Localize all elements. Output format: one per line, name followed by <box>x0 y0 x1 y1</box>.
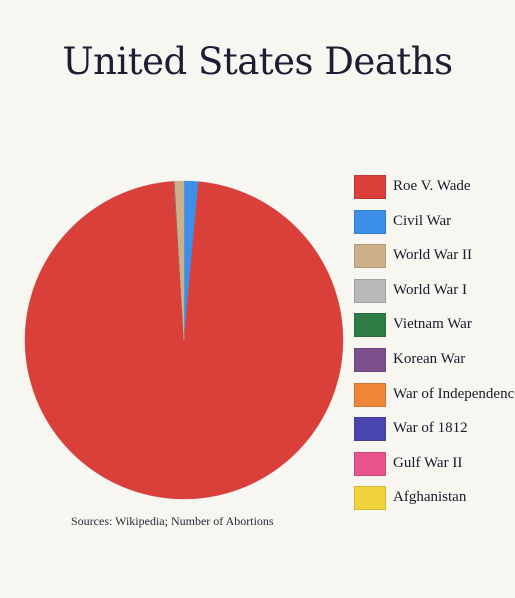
pie-slices <box>24 180 344 500</box>
legend-label: War of 1812 <box>393 420 468 437</box>
legend-label: World War I <box>393 281 467 298</box>
legend-label: Civil War <box>393 212 452 229</box>
legend-label: Korean War <box>393 350 466 367</box>
legend-swatch <box>354 382 386 407</box>
legend-label: Vietnam War <box>393 316 472 333</box>
legend-swatch <box>354 417 386 442</box>
legend-swatch <box>354 244 386 269</box>
legend-label: Afghanistan <box>393 489 467 506</box>
pie-slice-world-war-ii <box>174 180 185 341</box>
source-note: Sources: Wikipedia; Number of Abortions <box>71 514 274 528</box>
legend-swatch <box>354 347 386 372</box>
legend-swatch <box>354 313 386 338</box>
legend-swatch <box>354 209 386 234</box>
legend-label: World War II <box>393 247 472 264</box>
legend-label: Roe V. Wade <box>393 178 471 194</box>
pie-slice-roe-v-wade <box>24 181 344 500</box>
legend-label: War of Independence <box>393 385 515 402</box>
chart-title: United States Deaths <box>62 40 453 83</box>
legend-swatch <box>354 278 386 303</box>
legend-swatch <box>354 175 386 199</box>
legend-label: Gulf War II <box>393 454 463 471</box>
legend-swatch <box>354 486 386 511</box>
legend-swatch <box>354 451 386 476</box>
